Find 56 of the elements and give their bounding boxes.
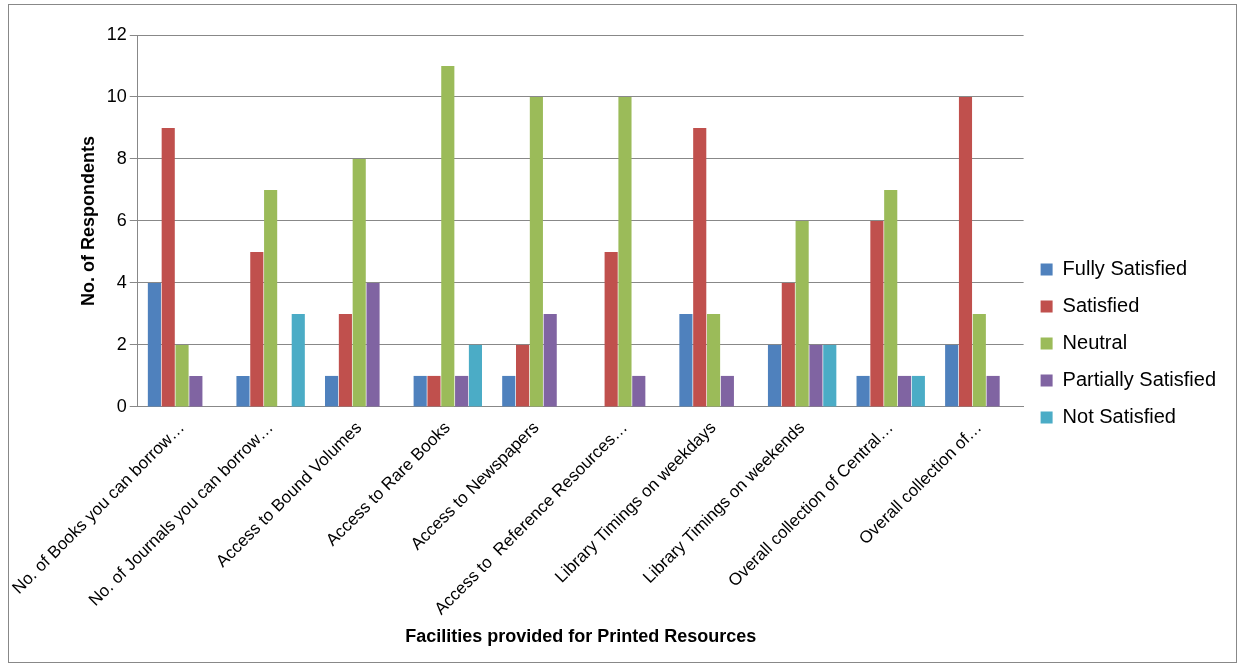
- bar: [720, 375, 734, 407]
- bar: [972, 313, 986, 407]
- y-axis-title: No. of Respondents: [77, 135, 98, 306]
- bar: [856, 375, 870, 407]
- bar: [291, 313, 305, 407]
- bar: [189, 375, 203, 407]
- bar: [250, 251, 264, 407]
- legend-label: Not Satisfied: [1062, 405, 1176, 428]
- bar: [945, 344, 959, 407]
- bar: [986, 375, 1000, 407]
- bar: [502, 375, 516, 407]
- bar: [441, 65, 455, 407]
- bar: [823, 344, 837, 407]
- y-tick-label: 4: [116, 271, 127, 292]
- bar: [706, 313, 721, 407]
- bar: [781, 282, 795, 407]
- bar: [618, 96, 632, 407]
- bar: [516, 344, 530, 407]
- bar: [366, 282, 380, 407]
- bar: [897, 375, 912, 407]
- bar: [147, 282, 161, 407]
- bar: [413, 375, 427, 407]
- bar: [236, 375, 250, 407]
- bar: [161, 127, 175, 407]
- y-tick-label: 12: [106, 23, 127, 44]
- y-tick-label: 6: [116, 209, 127, 230]
- bar: [795, 220, 809, 407]
- bar: [604, 251, 618, 407]
- y-tick-label: 10: [106, 85, 127, 106]
- legend-label: Partially Satisfied: [1062, 368, 1217, 391]
- bar: [958, 96, 973, 407]
- bar: [455, 375, 469, 407]
- bar: [632, 375, 646, 407]
- y-tick-label: 2: [116, 333, 127, 354]
- legend-label: Neutral: [1062, 331, 1128, 354]
- legend-label: Fully Satisfied: [1062, 257, 1188, 280]
- bar: [870, 220, 884, 407]
- bar: [679, 313, 693, 407]
- bar: [911, 375, 925, 407]
- bar: [338, 313, 352, 407]
- y-tick-label: 0: [116, 395, 127, 416]
- bar: [693, 127, 707, 407]
- bar: [427, 375, 441, 407]
- bar: [175, 344, 189, 407]
- bar: [809, 344, 823, 407]
- bar: [325, 375, 339, 407]
- legend-label: Satisfied: [1062, 294, 1140, 317]
- bar: [352, 158, 366, 407]
- bar: [468, 344, 482, 407]
- bar: [767, 344, 782, 407]
- bar: [884, 189, 898, 407]
- bar: [543, 313, 557, 407]
- y-tick-label: 8: [116, 147, 127, 168]
- x-axis-title: Facilities provided for Printed Resources: [405, 626, 757, 647]
- bar: [264, 189, 278, 407]
- bar: [529, 96, 543, 407]
